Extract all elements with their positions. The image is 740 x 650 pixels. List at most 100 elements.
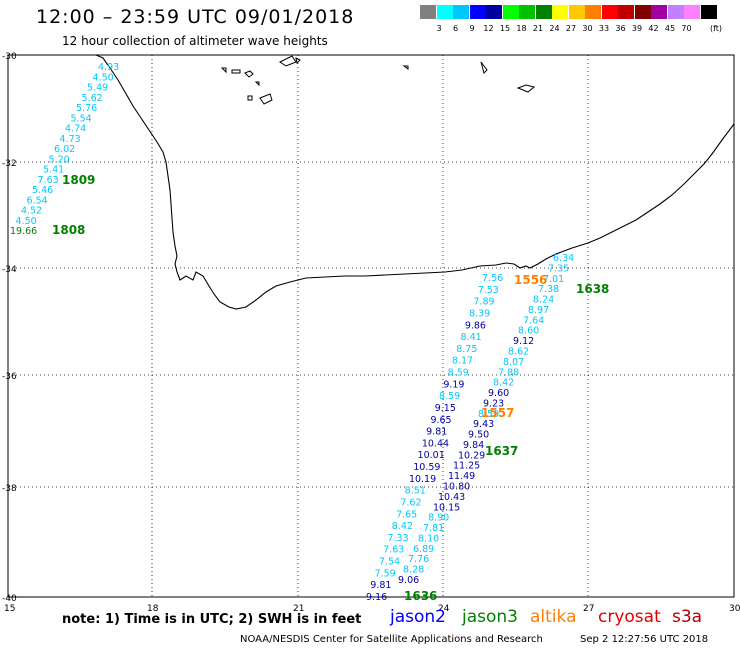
- lat-label: -30: [2, 52, 17, 62]
- colorbar-swatch: [667, 5, 684, 19]
- swh-value: 8.62: [508, 346, 529, 357]
- swh-value: 11.25: [453, 461, 480, 472]
- pass-time-labels: 1809 1808 1556 1638 1557 1637 1636: [52, 173, 609, 603]
- colorbar-label: 12: [483, 24, 494, 33]
- colorbar-swatch: [618, 5, 634, 19]
- lon-label: 18: [147, 604, 159, 614]
- satellite-legend-item: altika: [530, 607, 577, 627]
- swh-value: 5.62: [82, 93, 103, 104]
- colorbar-label: 27: [565, 24, 577, 33]
- swh-value: 5.20: [49, 154, 70, 165]
- colorbar-swatch: [469, 5, 486, 19]
- swh-value: 7.33: [387, 533, 408, 544]
- pass-time-label: 1556: [514, 273, 547, 287]
- swh-value: 10.59: [413, 462, 440, 473]
- coastline: [95, 54, 735, 310]
- swh-value: 9.06: [398, 575, 419, 586]
- lon-label: 30: [729, 604, 740, 614]
- swh-value: 7.54: [379, 557, 400, 568]
- swh-value: 7.63: [38, 175, 59, 186]
- colorbar-swatch: [519, 5, 535, 19]
- lat-label: -34: [2, 265, 17, 275]
- lon-label: 24: [438, 604, 450, 614]
- swh-value: 8.90: [428, 513, 449, 524]
- generated-timestamp: Sep 2 12:27:56 UTC 2018: [580, 634, 709, 645]
- swh-value: 7.01: [543, 274, 564, 285]
- swh-value: 7.88: [498, 367, 519, 378]
- swh-value: 6.89: [413, 544, 434, 555]
- swh-value: 7.64: [523, 315, 544, 326]
- footer-note: note: 1) Time is in UTC; 2) SWH is in fe…: [62, 612, 362, 627]
- colorbar-label: 15: [499, 24, 511, 33]
- swh-value: 6.54: [27, 195, 48, 206]
- satellite-legend-item: cryosat: [598, 607, 661, 627]
- swh-value: 9.15: [435, 403, 456, 414]
- satellite-legend-item: jason2: [390, 607, 446, 627]
- swh-value: 9.50: [468, 430, 489, 441]
- colorbar-swatch: [420, 5, 436, 19]
- swh-value: 9.12: [513, 336, 534, 347]
- swh-value: 7.63: [383, 545, 404, 556]
- colorbar-label: 6: [452, 24, 459, 33]
- swh-value: 8.59: [439, 391, 460, 402]
- swh-value: 9.19: [443, 379, 464, 390]
- colorbar-swatch: [585, 5, 601, 19]
- swh-value: 4.74: [65, 124, 86, 135]
- colorbar-unit: (ft): [709, 24, 723, 33]
- swh-value: 7.81: [423, 523, 444, 534]
- swh-value: 5.46: [32, 185, 53, 196]
- swh-value: 9.16: [366, 592, 387, 603]
- colorbar-label: 42: [648, 24, 659, 33]
- swh-value: 7.38: [538, 284, 559, 295]
- swh-value: 9.86: [465, 320, 486, 331]
- colorbar-swatch: [651, 5, 667, 19]
- swh-value: 6.34: [553, 253, 574, 264]
- colorbar-swatch: [453, 5, 469, 19]
- pass-time-label: 1638: [576, 282, 609, 296]
- swh-value: 10.43: [438, 492, 465, 503]
- lat-label: -40: [2, 594, 17, 604]
- colorbar-swatch: [684, 5, 700, 19]
- swh-value: 7.56: [482, 273, 503, 284]
- swh-value: 7.62: [400, 497, 421, 508]
- colorbar-swatch: [502, 5, 519, 19]
- swh-value: 9.81: [426, 427, 447, 438]
- swh-value: 10.19: [409, 474, 436, 485]
- colorbar-swatch: [634, 5, 651, 19]
- islands: [220, 55, 536, 105]
- swh-value: 8.10: [418, 533, 439, 544]
- colorbar-label: 39: [631, 24, 643, 33]
- colorbar-label: 18: [516, 24, 527, 33]
- satellite-legend-item: s3a: [672, 607, 703, 627]
- swh-value: 10.44: [422, 438, 449, 449]
- swh-track-labels: 4.934.505.495.625.765.544.744.736.025.20…: [10, 62, 574, 603]
- swh-value: 8.24: [533, 295, 554, 306]
- swh-value: 10.01: [418, 450, 445, 461]
- swh-value: 7.53: [478, 285, 499, 296]
- colorbar-swatch: [486, 5, 502, 19]
- swh-value: 8.28: [403, 565, 424, 576]
- swh-value: 9.23: [483, 398, 504, 409]
- colorbar-swatch: [601, 5, 618, 19]
- map-frame: [7, 54, 735, 598]
- graticule: [8, 55, 734, 597]
- colorbar-swatch: [436, 5, 453, 19]
- colorbar-label: 30: [582, 24, 593, 33]
- swh-value: 8.60: [518, 326, 539, 337]
- pass-time-label: 1557: [481, 406, 514, 420]
- colorbar-swatch: [535, 5, 552, 19]
- swh-value: 6.02: [54, 144, 75, 155]
- swh-value: 8.41: [461, 332, 482, 343]
- swh-value: 8.75: [456, 344, 477, 355]
- swh-value: 8.51: [405, 486, 426, 497]
- swh-value: 8.97: [528, 305, 549, 316]
- map-title: 12:00 – 23:59 UTC 09/01/2018: [36, 6, 355, 28]
- swh-value: 8.07: [503, 357, 524, 368]
- swh-value: 19.66: [10, 226, 37, 237]
- swh-value: 9.60: [488, 388, 509, 399]
- swh-value: 5.49: [87, 83, 108, 94]
- colorbar-label: 33: [598, 24, 610, 33]
- swh-value: 7.76: [408, 554, 429, 565]
- colorbar-swatch: [568, 5, 585, 19]
- swh-value: 8.17: [452, 356, 473, 367]
